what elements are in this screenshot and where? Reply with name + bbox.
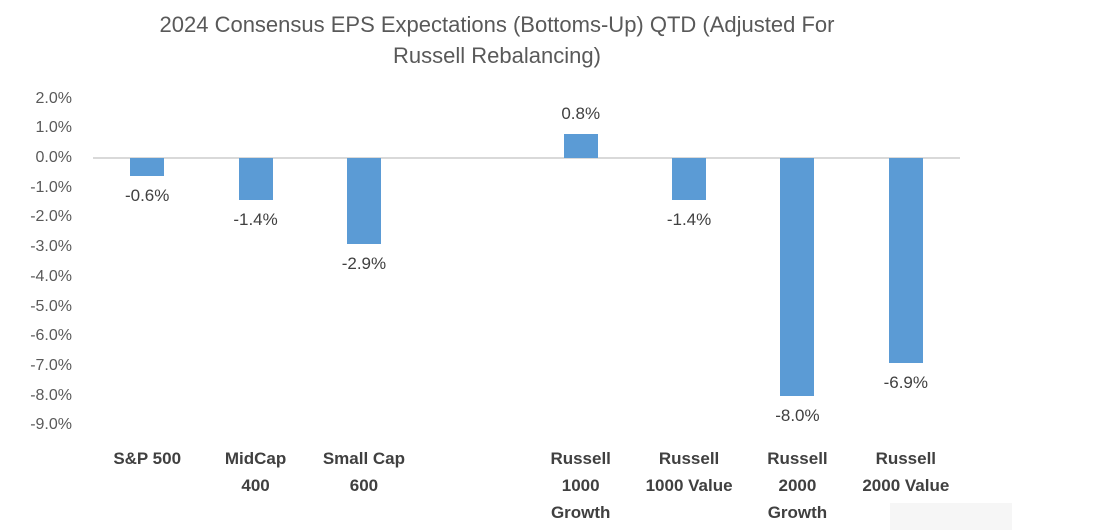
data-label-midcap-400: -1.4%	[233, 209, 278, 229]
y-axis-tick-label: 0.0%	[35, 149, 72, 166]
y-axis-tick-label: -6.0%	[30, 327, 72, 345]
bar-russell-2000-growth	[780, 158, 815, 396]
zero-axis-line	[93, 157, 960, 159]
bar-russell-1000-value	[672, 158, 707, 200]
data-label-russell-2000-growth: -8.0%	[775, 405, 820, 425]
bar-s-p-500	[130, 158, 165, 176]
x-category-label-russell-1000-growth: Russell 1000 Growth	[550, 449, 611, 522]
y-axis-tick-label: -7.0%	[30, 356, 72, 374]
y-axis-tick-label: 1.0%	[35, 119, 72, 137]
y-axis-tick-label: -8.0%	[30, 386, 72, 404]
y-axis-tick-label: -5.0%	[30, 297, 72, 315]
x-category-label-small-cap-600: Small Cap 600	[322, 449, 406, 495]
x-category-label-s-p-500: S&P 500	[113, 449, 182, 468]
data-label-russell-2000-value: -6.9%	[883, 372, 929, 392]
bar-small-cap-600	[346, 158, 381, 245]
y-axis-tick-label: -9.0%	[30, 416, 72, 434]
x-category-label-russell-2000-growth: Russell 2000 Growth	[767, 449, 828, 522]
data-label-s-p-500: -0.6%	[124, 185, 170, 205]
y-axis-tick-label: -1.0%	[30, 178, 72, 196]
x-category-label-russell-2000-value: Russell 2000 Value	[862, 449, 950, 495]
y-axis-tick-label: -4.0%	[30, 267, 72, 285]
bar-russell-1000-growth	[563, 134, 598, 158]
y-axis-tick-label: 2.0%	[35, 89, 72, 107]
bar-russell-2000-value	[888, 158, 923, 363]
y-axis-tick-label: -3.0%	[30, 238, 72, 256]
x-category-label-midcap-400: MidCap 400	[224, 449, 287, 495]
x-category-label-russell-1000-value: Russell 1000 Value	[645, 449, 733, 495]
y-axis-tick-label: -2.0%	[30, 208, 72, 226]
bar-midcap-400	[238, 158, 273, 200]
data-label-russell-1000-growth: 0.8%	[561, 104, 601, 124]
chart-title: 2024 Consensus EPS Expectations (Bottoms…	[159, 12, 835, 68]
data-label-russell-1000-value: -1.4%	[666, 209, 712, 229]
data-label-small-cap-600: -2.9%	[341, 254, 387, 274]
watermark-remnant	[890, 503, 1012, 530]
